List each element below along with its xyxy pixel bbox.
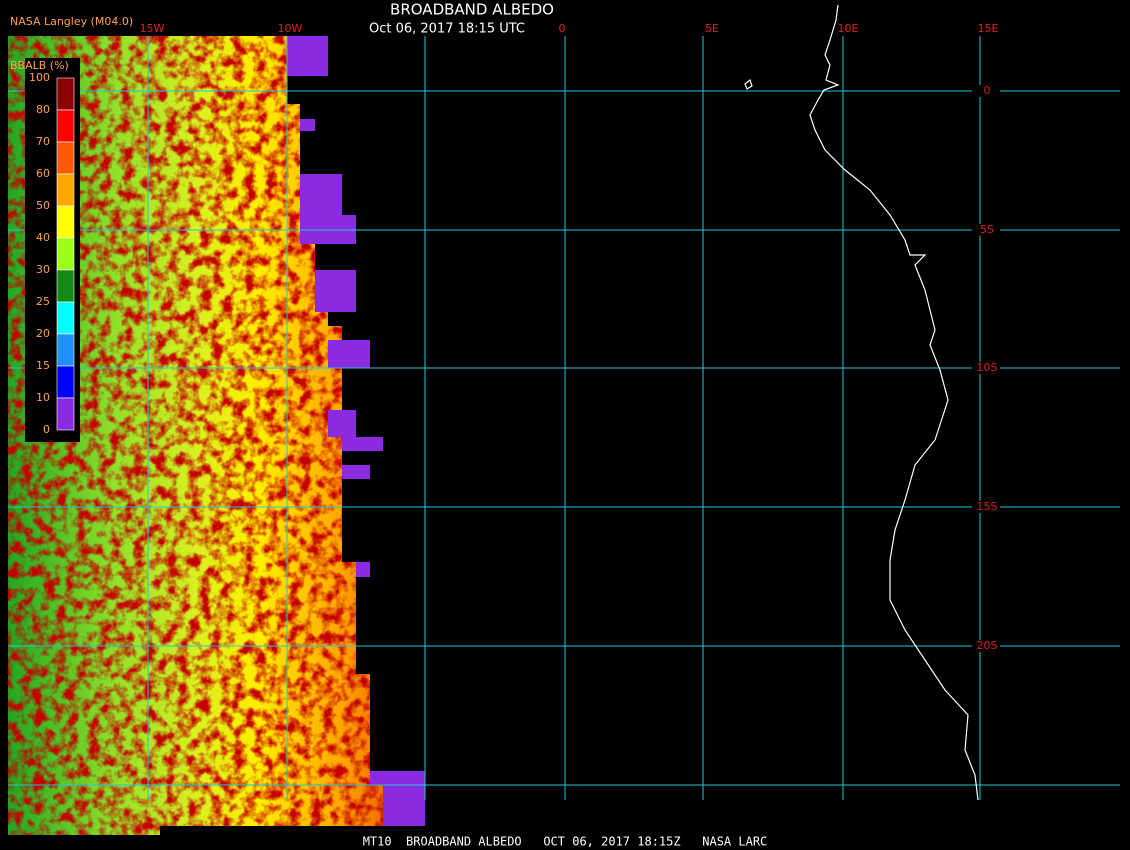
- missing-data-blocks: [287, 36, 425, 826]
- latitude-label: 15S: [977, 500, 998, 513]
- colorbar-swatch: [56, 333, 75, 367]
- longitude-label: 10W: [278, 22, 303, 35]
- longitude-label: 10E: [838, 22, 859, 35]
- latitude-label-background: [972, 362, 1000, 374]
- latitude-label: 0: [984, 84, 991, 97]
- colorbar-swatch: [56, 269, 75, 303]
- colorbar-tick-label: 30: [36, 263, 50, 276]
- colorbar-tick-label: 80: [36, 103, 50, 116]
- longitude-label: 0: [559, 22, 566, 35]
- latitude-label-background: [972, 640, 1000, 652]
- latitude-label-background: [972, 85, 1000, 97]
- longitude-label: 15E: [978, 22, 999, 35]
- latitude-label: 10S: [977, 361, 998, 374]
- colorbar-swatch: [56, 365, 75, 399]
- colorbar-swatch: [56, 109, 75, 143]
- colorbar-swatch: [56, 141, 75, 175]
- colorbar-tick-label: 20: [36, 327, 50, 340]
- latitude-label-background: [972, 501, 1000, 513]
- colorbar-tick-label: 10: [36, 391, 50, 404]
- latitude-label: 5S: [980, 223, 994, 236]
- colorbar-tick-label: 50: [36, 199, 50, 212]
- colorbar-tick-label: 25: [36, 295, 50, 308]
- island: [744, 78, 753, 90]
- source-label: NASA Langley (M04.0): [10, 15, 133, 28]
- title: BROADBAND ALBEDO: [390, 1, 554, 19]
- colorbar-tick-label: 40: [36, 231, 50, 244]
- colorbar-swatch: [56, 301, 75, 335]
- latitude-label-background: [972, 224, 1000, 236]
- latitude-label: 20S: [977, 639, 998, 652]
- colorbar-swatch: [56, 237, 75, 271]
- subtitle: Oct 06, 2017 18:15 UTC: [369, 22, 525, 37]
- graticule: [8, 36, 1120, 800]
- colorbar-tick-label: 0: [43, 423, 50, 436]
- footer: MT10 BROADBAND ALBEDO OCT 06, 2017 18:15…: [363, 835, 768, 849]
- colorbar-tick-label: 70: [36, 135, 50, 148]
- colorbar-tick-label: 60: [36, 167, 50, 180]
- longitude-label: 15W: [140, 22, 165, 35]
- longitude-label: 5E: [705, 22, 719, 35]
- colorbar-swatch: [56, 77, 75, 111]
- colorbar-swatch: [56, 205, 75, 239]
- colorbar-label: BBALB (%): [10, 59, 69, 72]
- coastline: [809, 4, 979, 801]
- colorbar-tick-label: 15: [36, 359, 50, 372]
- colorbar-swatch: [56, 397, 75, 431]
- colorbar-swatch: [56, 173, 75, 207]
- colorbar-tick-label: 100: [29, 71, 50, 84]
